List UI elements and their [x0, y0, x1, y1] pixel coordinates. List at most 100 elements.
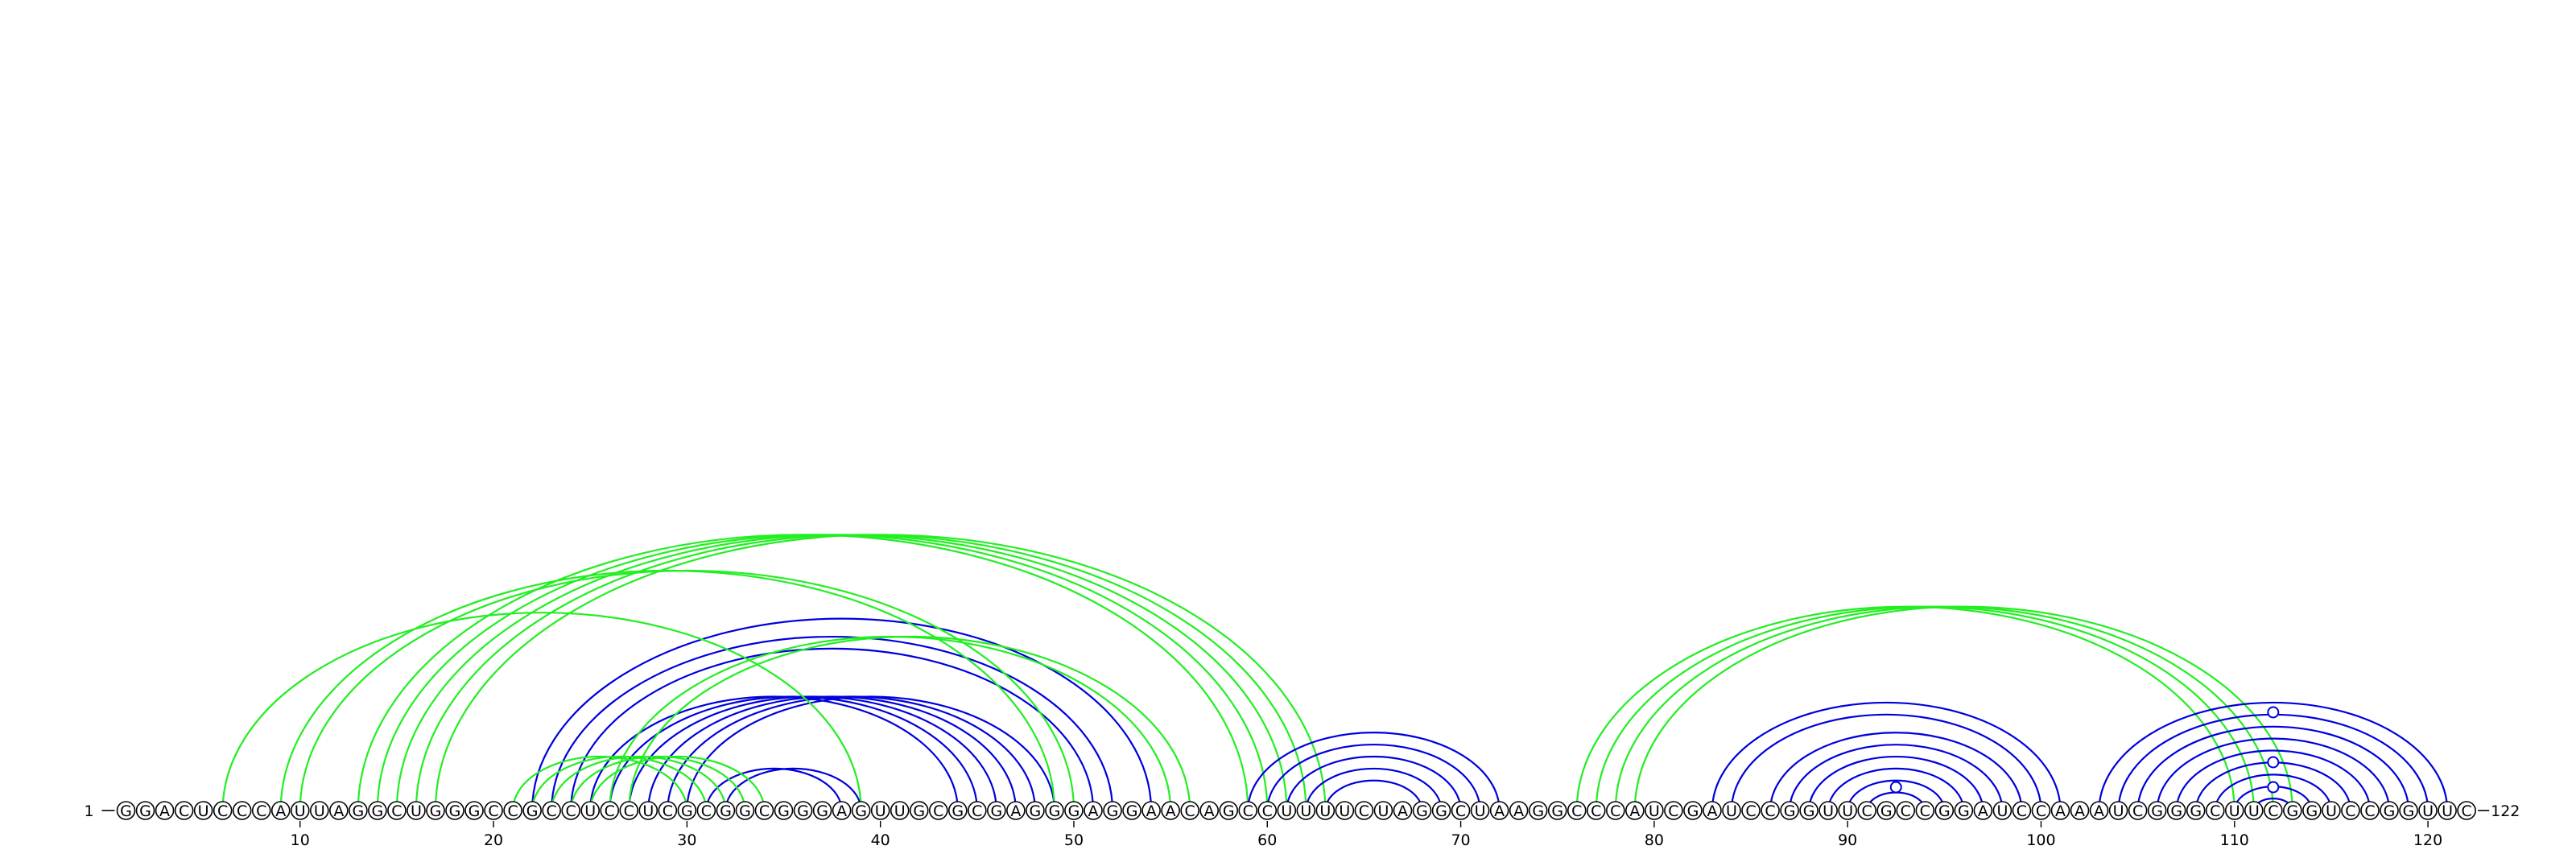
nucleotide-letter: A	[333, 802, 344, 820]
tick-label-80: 80	[1645, 831, 1664, 849]
nucleotide-letter: U	[1377, 802, 1389, 820]
arc-blue-87-98	[1788, 743, 2004, 811]
nucleotide-circle	[1954, 801, 1974, 820]
nucleotide: A	[329, 801, 349, 820]
nucleotide-circle	[735, 801, 755, 820]
nucleotide-letter: U	[2326, 802, 2337, 820]
nucleotide-letter: C	[391, 802, 402, 820]
nucleotide-letter: G	[1107, 802, 1119, 820]
nucleotide-letter: A	[836, 802, 847, 820]
nucleotide-circle	[1586, 801, 1606, 820]
nucleotide: U	[1645, 801, 1664, 820]
nucleotide-letter: G	[430, 802, 442, 820]
nucleotide-circle	[251, 801, 271, 820]
nucleotide: G	[1780, 801, 1799, 820]
nucleotide: C	[2012, 801, 2032, 820]
nucleotide-letter: G	[797, 802, 809, 820]
nucleotide: C	[600, 801, 620, 820]
nucleotide-letter: G	[1938, 802, 1951, 820]
nucleotide-circle	[1006, 801, 1026, 820]
nucleotide-letter: U	[1823, 802, 1834, 820]
nucleotide-circle	[2205, 801, 2225, 820]
arc-blue-23-52	[551, 635, 1114, 811]
nucleotide-letter: G	[913, 802, 925, 820]
base-pair-arcs	[221, 534, 2449, 811]
nucleotide-letter: U	[1726, 802, 1737, 820]
arc-blue-22-54	[531, 617, 1153, 811]
nucleotide: C	[696, 801, 716, 820]
nucleotide: C	[2031, 801, 2051, 820]
nucleotide: U	[1992, 801, 2013, 820]
arc-blue-63-68	[1324, 779, 1423, 811]
nucleotide-circle	[1335, 801, 1355, 820]
markers	[1889, 706, 2280, 794]
nucleotide-letter: U	[314, 802, 325, 820]
nucleotide-circle	[2322, 801, 2341, 820]
nucleotide-circle	[696, 801, 716, 820]
nucleotide-circle	[290, 801, 310, 820]
nucleotide-circle	[832, 801, 852, 820]
nucleotide-letter: C	[624, 802, 634, 820]
arc-green-21-30	[512, 755, 688, 811]
nucleotide: C	[754, 801, 774, 820]
nucleotide: A	[1703, 801, 1722, 820]
nucleotide-letter: C	[1262, 802, 1273, 820]
tick-label-70: 70	[1451, 831, 1470, 849]
nucleotide-circle	[600, 801, 620, 820]
nucleotide-circle	[522, 801, 542, 820]
nucleotide: G	[2283, 801, 2302, 820]
nucleotide-letter: A	[1707, 802, 1717, 820]
arc-green-16-62	[415, 534, 1307, 811]
nucleotide-circle	[2380, 801, 2399, 820]
nucleotide: C	[658, 801, 678, 820]
nucleotide: G	[987, 801, 1006, 820]
nucleotide: G	[2380, 801, 2399, 820]
nucleotide: G	[1799, 801, 1818, 820]
nucleotide: A	[2070, 801, 2090, 820]
nucleotide-circle	[1470, 801, 1490, 820]
nucleotide: C	[1606, 801, 1625, 820]
nucleotide-circle	[2244, 801, 2264, 820]
nucleotide-letter: C	[1920, 802, 1930, 820]
nucleotide-letter: A	[159, 802, 170, 820]
nucleotide: G	[774, 801, 794, 820]
nucleotide-letter: U	[894, 802, 906, 820]
nucleotide: G	[909, 801, 929, 820]
nucleotide-circle	[1489, 801, 1509, 820]
nucleotide-circle	[774, 801, 794, 820]
nucleotide-circle	[1625, 801, 1645, 820]
nucleotide: C	[1238, 801, 1258, 820]
arc-green-17-63	[434, 534, 1327, 811]
nucleotide-letter: A	[2074, 802, 2085, 820]
nucleotide-letter: G	[2151, 802, 2163, 820]
nucleotide-circle	[135, 801, 155, 820]
nucleotide: A	[1973, 801, 1993, 820]
nucleotide-circle	[987, 801, 1006, 820]
nucleotide-circle	[909, 801, 929, 820]
nucleotide-letter: U	[1996, 802, 2008, 820]
nucleotide-circle	[658, 801, 678, 820]
nucleotide-letter: U	[1475, 802, 1486, 820]
nucleotide-circle	[1026, 801, 1045, 820]
nucleotide: U	[580, 801, 601, 820]
nucleotide-letter: C	[2345, 802, 2355, 820]
nucleotide-circle	[368, 801, 387, 820]
tick-label-100: 100	[2026, 831, 2055, 849]
nucleotide-letter: G	[372, 802, 384, 820]
nucleotide: C	[2360, 801, 2380, 820]
nucleotide-circle	[2457, 801, 2476, 820]
nucleotide-circle	[426, 801, 445, 820]
nucleotide: G	[1064, 801, 1084, 820]
arc-blue-105-119	[2136, 725, 2410, 811]
nucleotide: G	[2186, 801, 2206, 820]
nucleotide-circle	[2050, 801, 2070, 820]
nucleotide-letter: G	[681, 802, 693, 820]
nucleotide: G	[677, 801, 697, 820]
nucleotide-circle	[870, 801, 890, 820]
nucleotide: C	[1857, 801, 1876, 820]
nucleotide-letter: C	[547, 802, 557, 820]
nucleotide-circle	[2360, 801, 2380, 820]
arc-blue-31-38	[705, 767, 843, 811]
nucleotide-circle	[116, 801, 136, 820]
arc-blue-86-99	[1769, 732, 2023, 811]
